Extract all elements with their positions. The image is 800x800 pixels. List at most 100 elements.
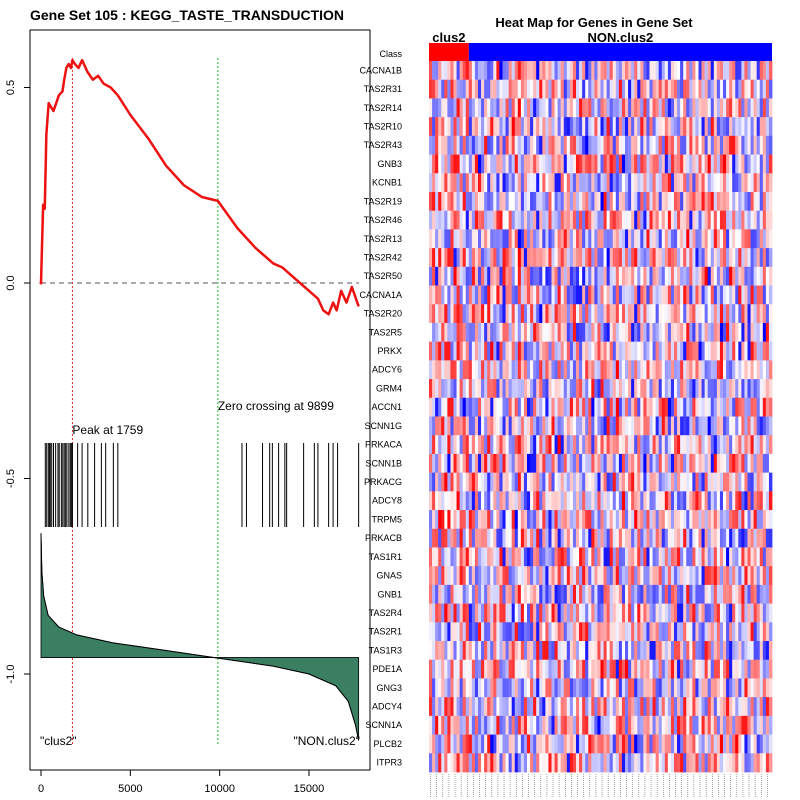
heatmap-cell bbox=[569, 622, 574, 642]
heatmap-cell bbox=[459, 135, 464, 155]
heatmap-cell bbox=[542, 135, 546, 155]
heatmap-cell bbox=[563, 753, 568, 773]
heatmap-cell bbox=[747, 547, 751, 567]
heatmap-cell bbox=[631, 322, 635, 343]
heatmap-cell bbox=[759, 734, 764, 754]
heatmap-cell bbox=[686, 697, 690, 717]
heatmap-cell bbox=[640, 472, 644, 492]
heatmap-cell bbox=[527, 566, 531, 586]
heatmap-cell bbox=[551, 229, 555, 249]
heatmap-cell bbox=[462, 341, 467, 361]
heatmap-cell bbox=[527, 603, 531, 623]
heatmap-cell bbox=[520, 659, 525, 679]
heatmap-cell bbox=[719, 117, 724, 137]
heatmap-cell bbox=[707, 154, 712, 174]
heatmap-cell bbox=[478, 154, 482, 174]
heatmap-cell bbox=[646, 266, 650, 286]
heatmap-cell bbox=[530, 135, 534, 155]
heatmap-cell bbox=[533, 678, 537, 698]
heatmap-cell bbox=[527, 360, 531, 380]
group-label-clus2: clus2 bbox=[432, 30, 465, 45]
heatmap-cell bbox=[459, 734, 464, 754]
heatmap-cell bbox=[612, 304, 617, 324]
heatmap-cell bbox=[655, 453, 660, 474]
heatmap-cell bbox=[729, 715, 733, 735]
heatmap-cell bbox=[572, 341, 577, 361]
heatmap-cell bbox=[502, 603, 506, 623]
heatmap-cell bbox=[447, 416, 451, 436]
heatmap-cell bbox=[729, 510, 733, 530]
heatmap-cell bbox=[499, 734, 503, 754]
heatmap-cell bbox=[634, 603, 638, 623]
heatmap-cell bbox=[618, 173, 623, 193]
heatmap-cell bbox=[481, 659, 485, 679]
heatmap-cell bbox=[548, 266, 552, 286]
heatmap-cell bbox=[713, 379, 718, 399]
heatmap-cell bbox=[563, 603, 568, 623]
heatmap-cell bbox=[695, 379, 699, 399]
heatmap-cell bbox=[698, 435, 702, 455]
heatmap-cell bbox=[579, 678, 583, 698]
heatmap-cell bbox=[444, 135, 448, 155]
heatmap-cell bbox=[487, 322, 491, 343]
heatmap-cell bbox=[429, 734, 433, 754]
heatmap-cell bbox=[762, 510, 767, 530]
heatmap-cell bbox=[735, 397, 739, 417]
heatmap-cell bbox=[625, 416, 629, 436]
heatmap-cell bbox=[732, 248, 736, 268]
gene-label: GNB1 bbox=[377, 589, 402, 599]
heatmap-cell bbox=[557, 135, 562, 155]
gene-hit-ticks bbox=[44, 443, 360, 527]
heatmap-cell bbox=[514, 285, 519, 305]
heatmap-cell bbox=[707, 210, 712, 230]
heatmap-cell bbox=[576, 622, 580, 642]
heatmap-cell bbox=[615, 416, 620, 436]
heatmap-cell bbox=[490, 510, 494, 530]
heatmap-cell bbox=[692, 304, 696, 324]
heatmap-cell bbox=[511, 678, 516, 698]
heatmap-cell bbox=[490, 547, 494, 567]
heatmap-cell bbox=[729, 435, 733, 455]
heatmap-cell bbox=[444, 322, 448, 343]
heatmap-cell bbox=[432, 98, 436, 118]
heatmap-cell bbox=[762, 453, 767, 474]
heatmap-cell bbox=[594, 678, 598, 698]
heatmap-cell bbox=[686, 472, 690, 492]
heatmap-cell bbox=[542, 547, 546, 567]
heatmap-cell bbox=[520, 603, 525, 623]
heatmap-cell bbox=[750, 117, 755, 137]
heatmap-cell bbox=[566, 603, 571, 623]
heatmap-cell bbox=[545, 173, 549, 193]
heatmap-cell bbox=[713, 753, 718, 773]
heatmap-cell bbox=[747, 734, 751, 754]
heatmap-cell bbox=[704, 622, 709, 642]
heatmap-cell bbox=[603, 416, 608, 436]
heatmap-cell bbox=[692, 753, 696, 773]
heatmap-cell bbox=[579, 379, 583, 399]
heatmap-cell bbox=[499, 154, 503, 174]
heatmap-cell bbox=[499, 191, 503, 212]
heatmap-cell bbox=[652, 641, 657, 661]
heatmap-cell bbox=[658, 285, 663, 305]
heatmap-cell bbox=[692, 285, 696, 305]
heatmap-cell bbox=[732, 603, 736, 623]
heatmap-cell bbox=[750, 248, 755, 268]
heatmap-cell bbox=[612, 584, 617, 605]
heatmap-cell bbox=[692, 603, 696, 623]
heatmap-cell bbox=[625, 603, 629, 623]
heatmap-cell bbox=[493, 453, 497, 474]
heatmap-cell bbox=[683, 435, 687, 455]
heatmap-cell bbox=[695, 135, 699, 155]
heatmap-cell bbox=[569, 603, 574, 623]
heatmap-cell bbox=[569, 154, 574, 174]
heatmap-cell bbox=[511, 229, 516, 249]
heatmap-cell bbox=[554, 98, 559, 118]
heatmap-cell bbox=[465, 191, 470, 212]
heatmap-cell bbox=[508, 285, 513, 305]
heatmap-cell bbox=[468, 435, 473, 455]
heatmap-cell bbox=[729, 753, 733, 773]
heatmap-cell bbox=[600, 79, 604, 99]
heatmap-cell bbox=[533, 584, 537, 605]
heatmap-cell bbox=[741, 266, 745, 286]
heatmap-cell bbox=[738, 117, 742, 137]
